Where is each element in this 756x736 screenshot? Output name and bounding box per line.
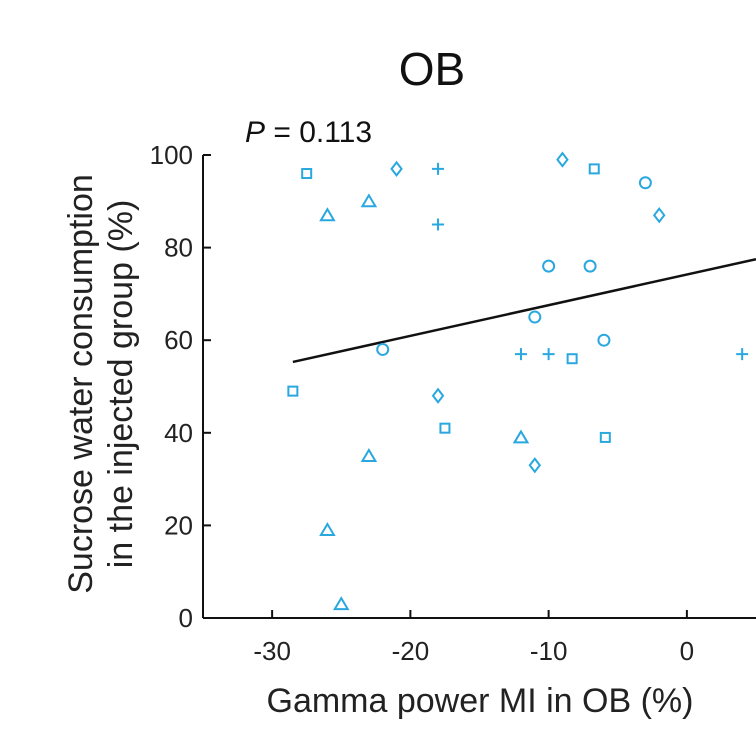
y-axis-label-line2: in the injected group (%) [102, 200, 140, 569]
y-tick-label: 60 [164, 325, 193, 355]
data-points [287, 151, 749, 611]
square-marker [566, 353, 578, 365]
x-tick-label: 0 [680, 636, 694, 666]
x-tick-label: -20 [392, 636, 430, 666]
diamond-marker [431, 387, 445, 404]
plus-marker [514, 348, 527, 361]
triangle-marker [332, 596, 350, 611]
plus-marker [432, 162, 445, 175]
triangle-marker [319, 522, 336, 537]
y-tick-label: 100 [150, 140, 193, 170]
x-tick-label: -30 [253, 636, 291, 666]
y-tick-label: 40 [164, 418, 193, 448]
y-axis-label: Sucrose water consumption in the injecte… [62, 174, 140, 594]
axes: -30 -20 -10 0 0 20 40 60 80 100 [150, 140, 756, 666]
triangle-marker [360, 447, 378, 462]
square-marker [287, 385, 299, 397]
square-marker [301, 168, 313, 180]
circle-marker [597, 333, 611, 347]
diamond-marker [652, 207, 666, 224]
triangle-marker [319, 207, 336, 222]
diamond-marker [556, 151, 569, 168]
chart-title: OB [399, 43, 465, 95]
y-tick-label: 20 [164, 510, 193, 540]
circle-marker [583, 259, 597, 273]
p-symbol: P [245, 116, 265, 149]
diamond-marker [528, 457, 542, 474]
plus-marker [432, 218, 445, 231]
plus-marker [542, 348, 555, 361]
square-marker [439, 422, 451, 434]
triangle-marker [512, 429, 530, 444]
x-axis-label: Gamma power MI in OB (%) [267, 682, 694, 720]
regression-fit-line [292, 257, 756, 364]
y-tick-label: 0 [179, 603, 193, 633]
diamond-marker [390, 160, 403, 178]
y-tick-label: 80 [164, 233, 193, 263]
y-axis-label-line1: Sucrose water consumption [62, 174, 100, 594]
square-marker [599, 431, 611, 443]
x-tick-label: -10 [530, 636, 568, 666]
circle-marker [528, 310, 542, 324]
circle-marker [542, 259, 556, 273]
plus-marker [736, 348, 749, 361]
circle-marker [376, 342, 390, 356]
circle-marker [638, 176, 652, 190]
triangle-marker [360, 193, 378, 208]
fit-line-group [292, 257, 756, 364]
p-value-annotation: P = 0.113 [245, 116, 372, 149]
p-value: = 0.113 [265, 116, 372, 149]
square-marker [588, 163, 600, 175]
